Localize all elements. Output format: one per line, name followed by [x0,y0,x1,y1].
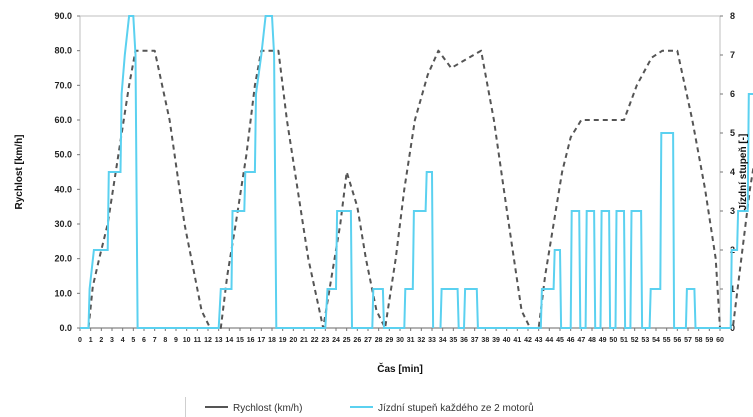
y-tick-label-left: 60.0 [54,115,72,125]
y-tick-label-right: 1 [730,284,735,294]
left-axis: 0.0 10.0 20.0 30.0 40.0 50.0 60.0 70.0 80.0 90.0 [54,11,80,333]
series-speed-line [80,49,753,329]
x-tick-label: 19 [279,337,287,344]
x-tick-label: 22 [311,337,319,344]
x-tick-label: 49 [599,337,607,344]
y-tick-label-left: 20.0 [54,254,72,264]
x-tick-label: 9 [174,337,178,344]
x-tick-label: 12 [204,337,212,344]
y-axis-title-left: Rychlost [km/h] [14,134,25,209]
x-tick-label: 27 [364,337,372,344]
x-tick-label: 31 [407,337,415,344]
x-tick-label: 37 [471,337,479,344]
x-tick-label: 56 [673,337,681,344]
x-tick-label: 51 [620,337,628,344]
x-tick-label: 6 [142,337,146,344]
x-tick-label: 33 [428,337,436,344]
x-tick-label: 13 [215,337,223,344]
x-tick-label: 5 [131,337,135,344]
x-tick-label: 40 [503,337,511,344]
x-tick-label: 47 [577,337,585,344]
x-tick-label: 0 [78,337,82,344]
y-tick-label-left: 80.0 [54,46,72,56]
x-tick-label: 46 [567,337,575,344]
x-tick-label: 15 [236,337,244,344]
y-axis-title-right: Jízdní stupeň [-] [738,134,749,211]
x-tick-label: 1 [89,337,93,344]
x-tick-label: 48 [588,337,596,344]
x-tick-label: 14 [225,337,233,344]
y-tick-label-left: 10.0 [54,288,72,298]
x-tick-label: 30 [396,337,404,344]
x-tick-label: 11 [194,337,202,344]
y-tick-label-left: 30.0 [54,219,72,229]
legend-label-gear: Jízdní stupeň každého ze 2 motorů [378,402,534,414]
x-tick-label: 54 [652,337,660,344]
x-axis-title: Čas [min] [377,362,423,375]
x-tick-label: 16 [247,337,255,344]
x-tick-label: 60 [716,337,724,344]
series-gear-line [80,15,435,329]
x-tick-label: 10 [183,337,191,344]
x-tick-label: 4 [121,337,125,344]
x-tick-label: 26 [353,337,361,344]
legend-box [185,397,186,417]
x-tick-label: 29 [385,337,393,344]
x-tick-label: 32 [417,337,425,344]
x-tick-label: 38 [481,337,489,344]
x-tick-label: 21 [300,337,308,344]
x-tick-label: 52 [631,337,639,344]
x-tick-label: 2 [99,337,103,344]
x-tick-label: 44 [545,337,553,344]
x-tick-label: 42 [524,337,532,344]
x-tick-label: 23 [321,337,329,344]
x-tick-label: 7 [153,337,157,344]
x-tick-label: 53 [641,337,649,344]
x-tick-label: 8 [163,337,167,344]
x-tick-label: 59 [705,337,713,344]
x-tick-label: 3 [110,337,114,344]
y-tick-label-left: 40.0 [54,184,72,194]
x-tick-label: 24 [332,337,340,344]
x-tick-label: 58 [695,337,703,344]
x-tick-label: 41 [513,337,521,344]
x-tick-label: 39 [492,337,500,344]
x-tick-label: 50 [609,337,617,344]
x-tick-label: 17 [257,337,265,344]
y-tick-label-right: 8 [730,11,735,21]
series-gear-line [439,93,753,329]
x-tick-label: 18 [268,337,276,344]
x-tick-label: 35 [449,337,457,344]
x-tick-label: 20 [289,337,297,344]
y-tick-label-right: 7 [730,50,735,60]
x-tick-label: 28 [375,337,383,344]
y-tick-label-left: 70.0 [54,80,72,90]
y-tick-label-right: 5 [730,128,735,138]
series-layer [80,15,753,329]
y-tick-label-left: 0.0 [59,323,72,333]
x-tick-label: 45 [556,337,564,344]
y-tick-label-right: 6 [730,89,735,99]
y-tick-label-right: 3 [730,206,735,216]
legend-label-speed: Rychlost (km/h) [233,403,302,414]
x-tick-label: 43 [535,337,543,344]
y-tick-label-right: 4 [730,167,735,177]
x-tick-label: 57 [684,337,692,344]
x-tick-label: 55 [663,337,671,344]
x-tick-label: 34 [439,337,447,344]
y-tick-label-left: 50.0 [54,150,72,160]
x-tick-label: 36 [460,337,468,344]
x-tick-label: 25 [343,337,351,344]
y-tick-label-left: 90.0 [54,11,72,21]
legend: Rychlost (km/h) Jízdní stupeň každého ze… [185,397,534,417]
y-tick-label-right: 0 [730,323,735,333]
x-axis: 0 1 2 3 4 5 6 7 8 9 10 11 12 13 14 15 16 17 18 19 20 21 22 23 24… [78,328,724,344]
